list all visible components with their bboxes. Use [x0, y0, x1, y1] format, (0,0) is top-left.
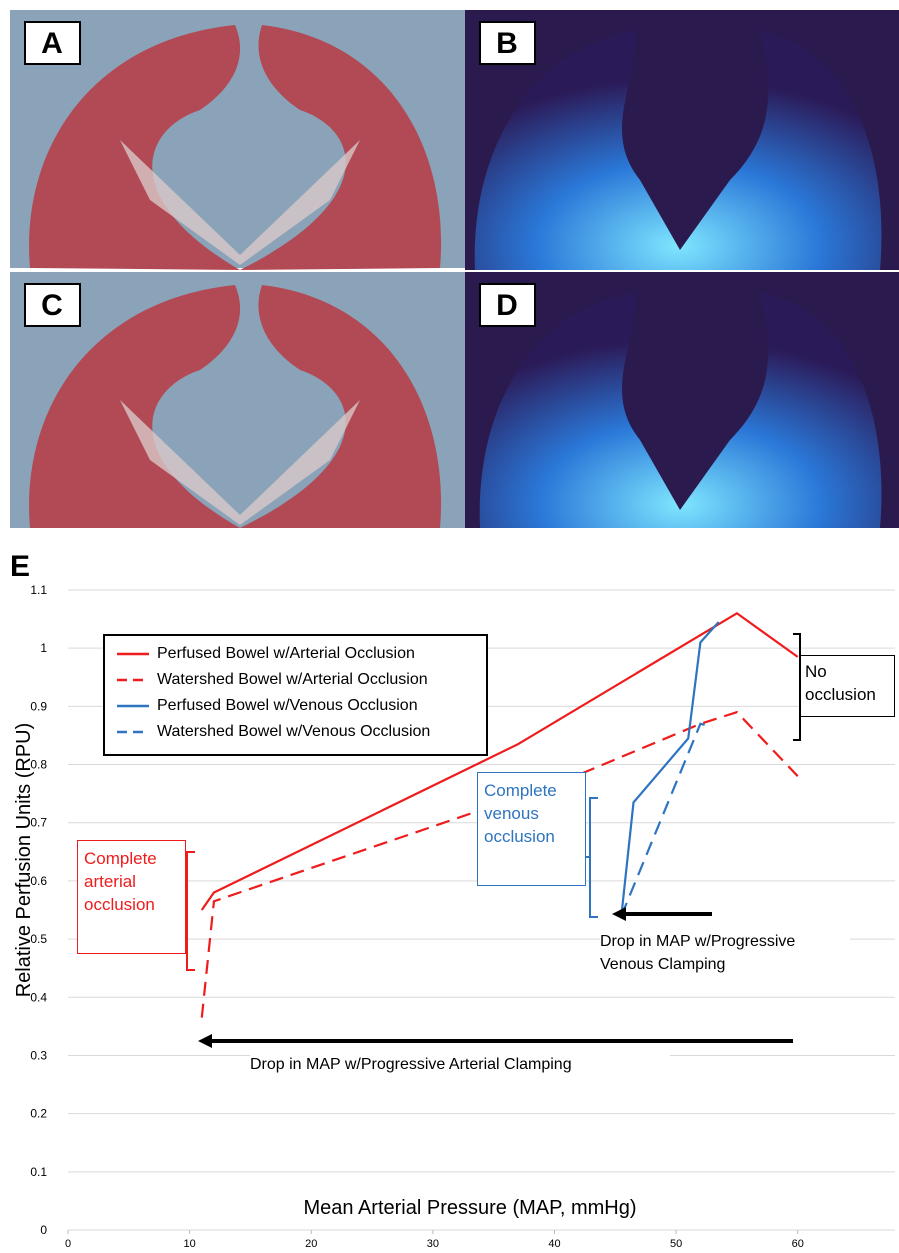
annotation: No occlusion [800, 655, 895, 717]
legend-label: Perfused Bowel w/Venous Occlusion [157, 697, 418, 715]
series-line [621, 724, 712, 916]
panel-label: A [41, 27, 63, 60]
legend-entry: Perfused Bowel w/Venous Occlusion [115, 694, 418, 718]
y-tick-label: 0.1 [30, 1165, 47, 1179]
bracket [584, 798, 598, 917]
legend: Perfused Bowel w/Arterial Occlusion Water… [103, 634, 488, 756]
annotation: Drop in MAP w/Progressive Venous Clampin… [600, 930, 850, 976]
legend-entry: Perfused Bowel w/Arterial Occlusion [115, 642, 415, 666]
y-tick-label: 1 [40, 641, 47, 655]
y-tick-label: 0.7 [30, 816, 47, 830]
x-tick-label: 50 [670, 1238, 682, 1250]
y-tick-label: 0.6 [30, 874, 47, 888]
y-tick-label: 1.1 [30, 583, 47, 597]
x-tick-label: 60 [792, 1238, 804, 1250]
annotation: Complete arterial occlusion [77, 840, 186, 954]
y-tick-label: 0.9 [30, 699, 47, 713]
y-tick-label: 0.4 [30, 990, 47, 1004]
y-tick-label: 0.8 [30, 758, 47, 772]
panel-label: C [41, 289, 63, 322]
legend-swatch [115, 727, 151, 737]
y-tick-label: 0 [40, 1223, 47, 1237]
legend-swatch [115, 701, 151, 711]
legend-label: Perfused Bowel w/Arterial Occlusion [157, 645, 415, 663]
panel-label: D [496, 289, 518, 322]
panel-label: E [10, 550, 30, 583]
y-tick-label: 0.2 [30, 1107, 47, 1121]
x-tick-label: 30 [427, 1238, 439, 1250]
x-tick-label: 0 [65, 1238, 71, 1250]
annotation: Drop in MAP w/Progressive Arterial Clamp… [250, 1053, 670, 1076]
x-tick-label: 40 [548, 1238, 560, 1250]
arrow-head [198, 1034, 212, 1048]
x-tick-label: 20 [305, 1238, 317, 1250]
legend-label: Watershed Bowel w/Arterial Occlusion [157, 671, 428, 689]
legend-entry: Watershed Bowel w/Venous Occlusion [115, 720, 430, 744]
figure: A B C D E Mean Arterial Pressure (MAP, m… [0, 0, 899, 1253]
x-axis-title: Mean Arterial Pressure (MAP, mmHg) [303, 1197, 636, 1219]
legend-swatch [115, 675, 151, 685]
series-line [621, 622, 718, 916]
arrow-head [612, 907, 626, 921]
annotation: Complete venous occlusion [477, 772, 586, 886]
legend-swatch [115, 649, 151, 659]
y-tick-label: 0.3 [30, 1048, 47, 1062]
y-tick-label: 0.5 [30, 932, 47, 946]
legend-entry: Watershed Bowel w/Arterial Occlusion [115, 668, 428, 692]
panel-label: B [496, 27, 518, 60]
x-tick-label: 10 [183, 1238, 195, 1250]
legend-label: Watershed Bowel w/Venous Occlusion [157, 723, 430, 741]
